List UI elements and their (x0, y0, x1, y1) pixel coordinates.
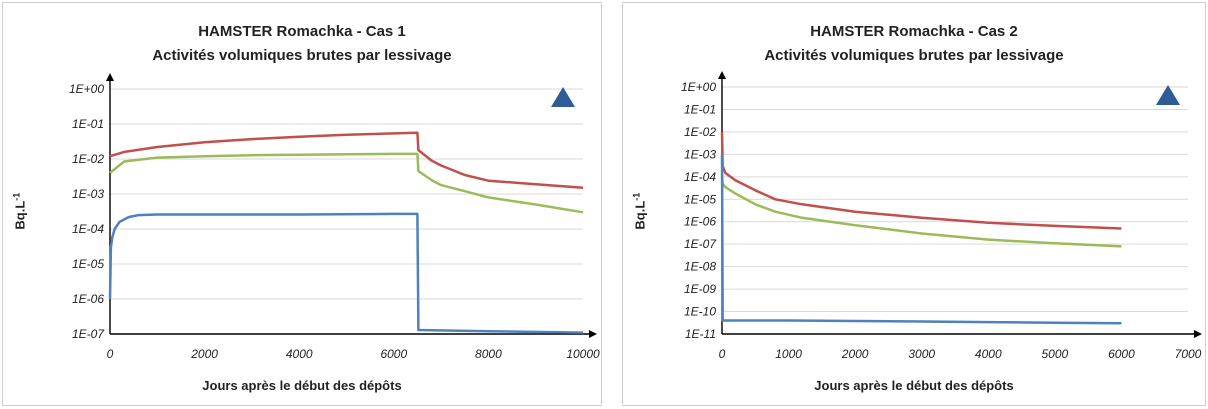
x-tick-label: 5000 (1042, 347, 1069, 361)
series-line-2 (720, 176, 1122, 248)
y-tick-label: 1E-01 (72, 117, 104, 131)
x-tick-label: 4000 (286, 347, 313, 361)
x-tick-label: 10000 (566, 347, 600, 361)
y-tick-label: 1E-03 (72, 187, 104, 201)
chart-panel-cas-2: HAMSTER Romachka - Cas 2 Activités volum… (622, 2, 1206, 406)
chart-plot-cas-1: 1E-07 1E-06 1E-05 1E-04 1E-03 1E-02 1E-01 1E+00… (69, 73, 600, 361)
x-tick-label: 3000 (908, 347, 935, 361)
x-axis-arrow (589, 330, 597, 338)
x-tick-label: 2000 (190, 347, 218, 361)
y-tick-label: 1E-02 (684, 125, 716, 139)
x-tick-label: 1000 (775, 347, 802, 361)
chart-subtitle: Activités volumiques brutes par lessivag… (152, 47, 452, 64)
y-tick-label: 1E-06 (72, 292, 104, 306)
x-tick-label: 4000 (975, 347, 1002, 361)
y-tick-label: 1E+00 (69, 82, 104, 96)
y-tick-label: 1E-10 (684, 305, 716, 319)
x-tick-label: 8000 (475, 347, 502, 361)
y-tick-label: 1E-03 (684, 147, 716, 161)
x-axis-label: Jours après le début des dépôts (202, 378, 402, 393)
y-tick-label: 1E+00 (681, 80, 716, 94)
chart-panel-cas-1: HAMSTER Romachka - Cas 1 Activités volum… (2, 2, 602, 406)
series-line-3 (108, 212, 584, 334)
y-tick-label: 1E-01 (684, 102, 716, 116)
series-line-3 (720, 154, 1122, 325)
chart-title: HAMSTER Romachka - Cas 1 (198, 23, 406, 40)
y-tick-label: 1E-05 (72, 257, 104, 271)
x-axis-label: Jours après le début des dépôts (814, 378, 1014, 393)
triangle-marker-icon (551, 87, 575, 107)
x-axis-arrow (1194, 330, 1202, 338)
y-tick-label: 1E-02 (72, 152, 104, 166)
y-tick-label: 1E-07 (72, 327, 105, 341)
x-tick-label: 6000 (380, 347, 407, 361)
x-tick-label: 0 (107, 347, 114, 361)
triangle-marker-icon (1156, 85, 1180, 105)
y-tick-label: 1E-08 (684, 260, 716, 274)
series-line-1 (109, 131, 584, 190)
y-tick-label: 1E-04 (684, 170, 716, 184)
y-tick-label: 1E-07 (684, 237, 717, 251)
y-axis-arrow (718, 71, 726, 79)
x-tick-label: 0 (719, 347, 726, 361)
series-line-1 (720, 131, 1122, 230)
y-axis-arrow (106, 73, 114, 81)
y-tick-label: 1E-05 (684, 192, 716, 206)
chart-subtitle: Activités volumiques brutes par lessivag… (764, 47, 1064, 64)
x-tick-label: 6000 (1108, 347, 1135, 361)
y-tick-label: 1E-11 (685, 327, 716, 341)
y-tick-label: 1E-04 (72, 222, 104, 236)
y-tick-label: 1E-09 (684, 282, 716, 296)
chart-plot-cas-2: 1E-11 1E-10 1E-09 1E-08 1E-07 1E-06 1E-05 1E-04… (681, 71, 1202, 361)
series-line-2 (109, 152, 584, 214)
x-tick-label: 7000 (1175, 347, 1202, 361)
chart-title: HAMSTER Romachka - Cas 2 (810, 23, 1018, 40)
y-tick-label: 1E-06 (684, 215, 716, 229)
x-tick-label: 2000 (841, 347, 869, 361)
